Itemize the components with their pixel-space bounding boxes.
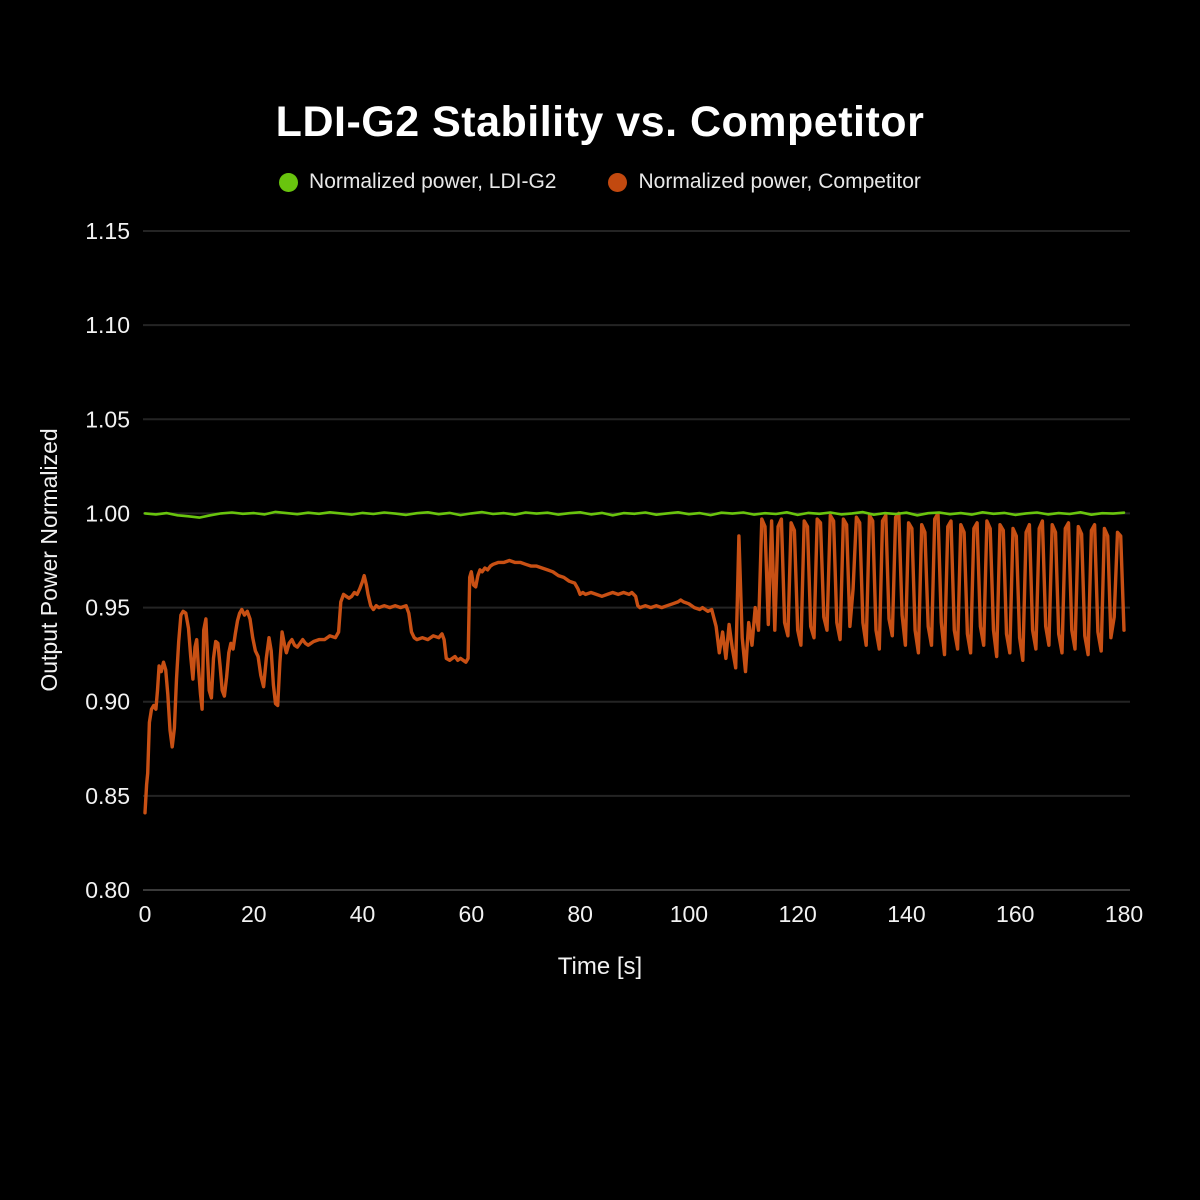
x-tick-label: 0 — [139, 901, 152, 927]
y-tick-label: 1.05 — [85, 406, 130, 432]
y-tick-label: 1.00 — [85, 500, 130, 526]
y-tick-label: 1.15 — [85, 218, 130, 244]
series-line-ldi-g2 — [143, 510, 1126, 519]
x-tick-label: 60 — [459, 901, 485, 927]
legend: Normalized power, LDI-G2 Normalized powe… — [0, 170, 1200, 194]
x-tick-label: 140 — [887, 901, 925, 927]
x-tick-label: 180 — [1105, 901, 1143, 927]
y-axis-title: Output Power Normalized — [36, 428, 62, 691]
x-axis-title: Time [s] — [558, 953, 642, 980]
legend-item-ldi-g2: Normalized power, LDI-G2 — [279, 170, 556, 194]
y-tick-label: 0.95 — [85, 595, 130, 621]
x-tick-label: 120 — [778, 901, 816, 927]
legend-label-competitor: Normalized power, Competitor — [638, 170, 921, 193]
y-tick-label: 0.85 — [85, 783, 130, 809]
x-tick-label: 80 — [567, 901, 593, 927]
x-tick-label: 40 — [350, 901, 376, 927]
ldi-g2-series-dot-icon — [279, 172, 299, 192]
y-tick-label: 1.10 — [85, 312, 130, 338]
legend-item-competitor: Normalized power, Competitor — [608, 170, 921, 194]
chart-title: LDI-G2 Stability vs. Competitor — [275, 98, 925, 146]
competitor-series-dot-icon — [608, 172, 628, 192]
x-tick-label: 100 — [670, 901, 708, 927]
legend-label-ldi-g2: Normalized power, LDI-G2 — [309, 170, 557, 193]
y-tick-label: 0.80 — [85, 877, 130, 903]
y-tick-label: 0.90 — [85, 689, 130, 715]
x-tick-label: 20 — [241, 901, 267, 927]
x-tick-label: 160 — [996, 901, 1034, 927]
series-line-competitor — [143, 511, 1126, 815]
